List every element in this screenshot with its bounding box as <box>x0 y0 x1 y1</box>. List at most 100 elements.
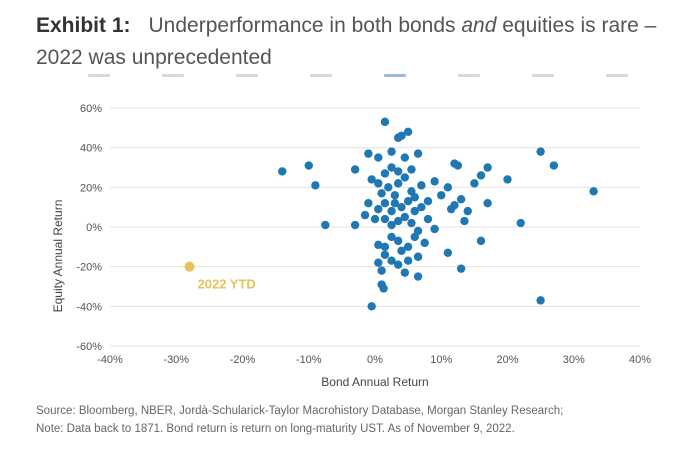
y-axis-ticks: -60% -40% -20% 0% 20% 40% 60% <box>76 103 102 353</box>
x-tick-label: 0% <box>367 354 383 366</box>
data-point <box>367 175 376 184</box>
data-point <box>397 202 406 212</box>
data-point <box>321 220 330 230</box>
data-point <box>549 161 559 170</box>
data-point <box>387 220 396 230</box>
data-point <box>393 167 403 176</box>
data-point <box>417 202 426 212</box>
data-point <box>393 179 403 188</box>
data-point <box>387 147 396 156</box>
x-tick-label: 20% <box>496 354 518 366</box>
data-point <box>403 242 413 252</box>
exhibit-label: Exhibit 1: <box>36 14 131 37</box>
highlight-2022: 2022 YTD <box>184 261 256 292</box>
data-point <box>360 210 370 220</box>
data-point <box>397 131 406 140</box>
data-point <box>364 199 373 208</box>
x-tick-label: -30% <box>163 354 189 366</box>
data-point <box>443 248 453 257</box>
x-axis-ticks: -40% -30% -20% -10% 0% 10% 20% 30% 40% <box>97 354 651 366</box>
data-points <box>278 117 598 311</box>
data-point <box>463 206 472 216</box>
y-tick-label: 40% <box>80 143 102 155</box>
data-point <box>430 224 439 234</box>
data-point <box>430 177 439 186</box>
y-tick-label: 0% <box>86 222 102 234</box>
y-tick-label: 20% <box>80 182 102 194</box>
data-point <box>380 250 390 259</box>
data-point <box>370 214 380 224</box>
data-point <box>413 149 423 158</box>
data-point <box>589 187 598 196</box>
data-point <box>410 206 419 216</box>
data-point <box>413 272 423 281</box>
data-point <box>387 256 396 265</box>
x-tick-label: -20% <box>230 354 256 366</box>
data-point <box>536 147 545 156</box>
data-point <box>503 175 512 184</box>
data-point <box>403 197 413 206</box>
title-part-2: equities is rare – 2022 was unprecedente… <box>36 14 657 69</box>
data-point <box>364 149 373 158</box>
data-point <box>380 169 390 178</box>
data-point <box>403 256 413 265</box>
x-tick-label: 40% <box>629 354 651 366</box>
gridlines <box>110 107 640 347</box>
y-axis-label: Equity Annual Return <box>51 200 65 313</box>
data-point <box>278 167 287 176</box>
data-point <box>446 204 456 214</box>
title-part-1: Underperformance in both bonds <box>148 14 462 37</box>
source-note: Source: Bloomberg, NBER, Jordà-Schularic… <box>36 405 564 417</box>
data-point <box>387 232 396 242</box>
data-point <box>423 214 433 224</box>
data-point <box>420 238 429 248</box>
y-tick-label: 60% <box>80 103 102 115</box>
y-tick-label: -60% <box>76 341 102 353</box>
data-point <box>393 236 403 246</box>
data-point <box>390 199 400 208</box>
data-point <box>407 165 416 174</box>
data-point <box>516 218 525 228</box>
data-point <box>403 127 413 136</box>
data-point <box>350 165 360 174</box>
data-point <box>437 191 446 200</box>
data-point <box>417 181 426 190</box>
data-point <box>380 117 390 127</box>
data-point <box>387 163 396 172</box>
cropped-tick-remnants <box>88 74 628 82</box>
data-point <box>483 199 492 208</box>
x-tick-label: 10% <box>430 354 452 366</box>
highlight-point <box>184 261 195 272</box>
data-point <box>374 204 383 214</box>
highlight-label: 2022 YTD <box>198 277 256 292</box>
data-point <box>350 220 360 230</box>
data-point <box>387 206 396 216</box>
data-point <box>367 302 376 311</box>
data-point <box>407 218 416 228</box>
data-note: Note: Data back to 1871. Bond return is … <box>36 423 515 435</box>
y-tick-label: -40% <box>76 301 102 313</box>
data-point <box>374 179 383 188</box>
data-point <box>470 179 479 188</box>
data-point <box>380 242 390 252</box>
data-point <box>390 191 400 200</box>
y-tick-label: -20% <box>76 262 102 274</box>
data-point <box>374 153 383 162</box>
data-point <box>410 193 419 202</box>
data-point <box>453 161 463 170</box>
x-axis-label: Bond Annual Return <box>321 375 428 389</box>
chart-title: Exhibit 1: Underperformance in both bonds… <box>36 10 676 74</box>
data-point <box>380 214 390 224</box>
data-point <box>393 260 403 269</box>
data-point <box>410 232 419 242</box>
x-tick-label: -10% <box>296 354 322 366</box>
data-point <box>311 181 320 190</box>
data-point <box>423 197 433 206</box>
data-point <box>379 284 388 293</box>
data-point <box>536 296 545 305</box>
data-point <box>374 240 383 250</box>
data-point <box>413 252 423 261</box>
data-point <box>400 212 410 222</box>
data-point <box>456 195 466 204</box>
data-point <box>400 268 410 277</box>
